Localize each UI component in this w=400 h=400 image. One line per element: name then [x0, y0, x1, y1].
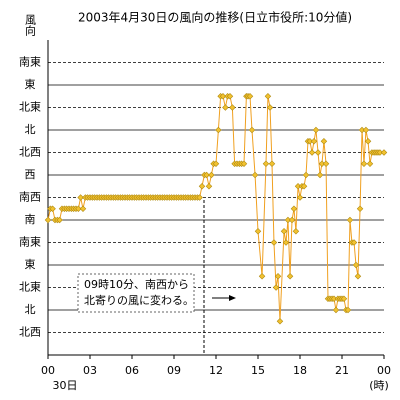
data-point	[246, 93, 254, 100]
x-date-label: 30日	[53, 379, 78, 392]
data-point	[77, 194, 84, 201]
data-point	[296, 194, 304, 201]
data-point	[300, 183, 308, 190]
data-point	[340, 295, 348, 302]
data-point	[356, 205, 364, 212]
y-tick-label: 北西	[19, 146, 41, 159]
x-tick-label: 15	[251, 364, 265, 377]
data-point	[346, 216, 354, 224]
y-tick-label: 北	[25, 123, 36, 136]
data-point	[222, 104, 229, 111]
data-point	[322, 160, 330, 167]
data-point	[229, 104, 236, 111]
data-point	[248, 126, 256, 134]
data-point	[266, 104, 274, 111]
y-tick-label: 東	[25, 78, 36, 91]
x-tick-label: 21	[335, 364, 349, 377]
data-point	[203, 171, 210, 179]
y-tick-label: 東	[25, 258, 36, 271]
data-point	[219, 93, 227, 100]
data-point	[258, 273, 266, 280]
x-unit-label: (時)	[369, 379, 389, 392]
data-point	[286, 273, 294, 280]
data-point	[49, 205, 56, 212]
data-point	[352, 261, 360, 269]
data-point	[240, 160, 248, 167]
data-point	[308, 149, 316, 156]
data-point	[196, 194, 203, 201]
data-point	[75, 205, 82, 212]
data-point	[205, 183, 213, 190]
x-tick-label: 12	[209, 364, 223, 377]
data-point	[215, 126, 222, 134]
data-point	[316, 171, 324, 179]
data-point	[292, 228, 300, 235]
x-tick-label: 00	[41, 364, 55, 377]
data-point	[280, 228, 288, 235]
data-point	[350, 239, 358, 246]
y-tick-label: 西	[25, 168, 36, 181]
data-point	[362, 126, 370, 134]
x-tick-label: 03	[83, 364, 97, 377]
data-point	[344, 306, 352, 314]
data-point	[251, 171, 259, 179]
data-point	[332, 306, 340, 314]
y-tick-label: 南西	[19, 191, 41, 204]
data-point	[44, 216, 52, 224]
data-point	[282, 239, 290, 246]
annotation-arrowhead	[229, 295, 236, 301]
y-tick-label: 南東	[19, 236, 41, 249]
y-axis-label: 風向	[24, 14, 37, 36]
data-point	[354, 273, 362, 280]
data-point	[310, 138, 318, 145]
x-tick-label: 18	[293, 364, 307, 377]
x-tick-label: 06	[125, 364, 139, 377]
y-tick-label: 北	[25, 303, 36, 316]
y-tick-label: 北東	[19, 281, 41, 294]
data-point	[56, 216, 63, 224]
annotation-box	[77, 273, 195, 313]
data-point	[212, 160, 220, 167]
data-point	[264, 93, 272, 100]
data-point	[79, 205, 87, 212]
y-tick-label: 北東	[19, 101, 41, 114]
data-point	[314, 149, 322, 156]
y-tick-label: 南	[25, 213, 36, 226]
y-tick-label: 北西	[19, 326, 41, 339]
data-point	[198, 183, 206, 190]
data-point	[208, 171, 215, 179]
y-tick-label: 南東	[19, 56, 41, 69]
data-point	[380, 149, 388, 156]
x-tick-label: 00	[377, 364, 391, 377]
data-point	[288, 216, 296, 224]
data-point	[276, 318, 284, 325]
annotation-text: 北寄りの風に変わる。	[84, 293, 194, 307]
chart-title: 2003年4月30日の風向の推移(日立市役所:10分値)	[78, 10, 352, 25]
data-point	[274, 273, 282, 280]
data-point	[320, 138, 328, 145]
data-point	[262, 160, 270, 167]
data-point	[290, 205, 298, 212]
data-point	[272, 284, 280, 291]
data-point	[226, 93, 234, 100]
data-point	[312, 126, 320, 134]
annotation-text: 09時10分、南西から	[84, 278, 189, 291]
data-point	[268, 160, 276, 167]
data-point	[302, 171, 310, 179]
data-point	[364, 138, 372, 145]
data-point	[254, 228, 262, 235]
data-point	[270, 239, 278, 246]
data-point	[366, 160, 374, 167]
x-tick-label: 09	[167, 364, 181, 377]
data-point	[360, 160, 368, 167]
